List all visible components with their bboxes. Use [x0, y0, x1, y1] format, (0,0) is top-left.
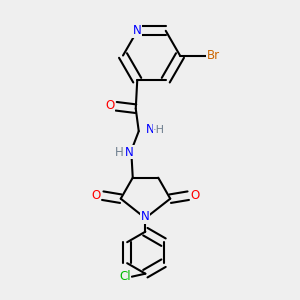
Text: O: O	[105, 99, 114, 112]
Text: N: N	[146, 123, 154, 136]
Text: O: O	[92, 189, 101, 202]
Text: N: N	[125, 146, 134, 159]
Text: O: O	[190, 189, 200, 202]
Text: N: N	[133, 24, 142, 37]
Text: Cl: Cl	[119, 270, 131, 283]
Text: Br: Br	[206, 49, 220, 62]
Text: N: N	[141, 210, 150, 223]
Text: H: H	[115, 146, 124, 159]
Text: ·H: ·H	[153, 125, 165, 135]
